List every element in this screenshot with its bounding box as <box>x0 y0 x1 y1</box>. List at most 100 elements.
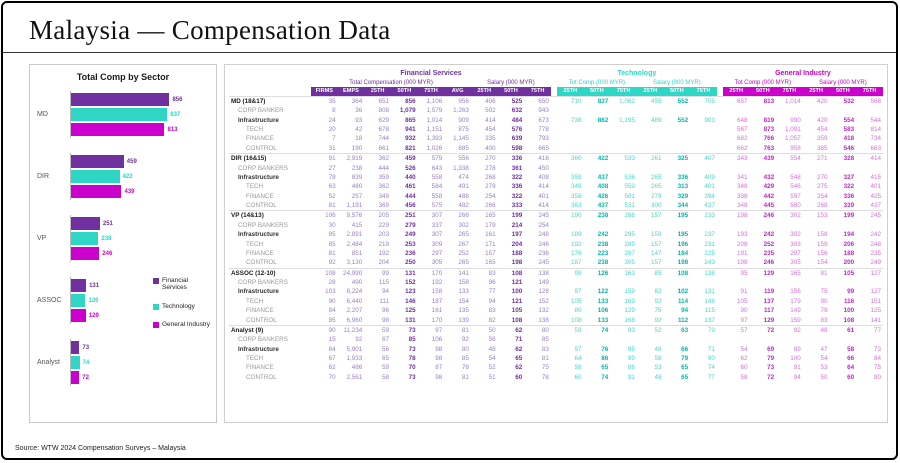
table-cell: 80 <box>524 324 551 336</box>
table-cell: 152 <box>538 297 549 305</box>
table-cell: 84 <box>328 307 336 315</box>
table-cell: 558 <box>431 173 443 181</box>
table-cell: 73 <box>408 345 416 353</box>
table-cell: 248 <box>538 231 549 239</box>
table-cell: 67 <box>381 336 389 344</box>
table-cell: 238 <box>597 240 609 248</box>
bar-row: 129 <box>71 308 211 323</box>
table-row: CONTROL 92 3,130 204 250 305 265 165 198 245 187 23… <box>229 258 883 268</box>
bar-value-label: 74 <box>82 359 90 366</box>
table-cell: 81 <box>444 324 471 336</box>
column-header: EMPS <box>337 86 365 97</box>
table-cell <box>803 335 830 344</box>
table-cell: 335 <box>485 135 496 143</box>
table-cell <box>856 278 883 287</box>
row-label: CONTROL <box>246 144 277 152</box>
table-cell: 425 <box>870 192 881 200</box>
table-cell: 48 <box>488 345 496 353</box>
measure-header: Tot Comp (000 MYR) <box>568 79 626 86</box>
table-cell: 302 <box>776 210 803 221</box>
table-cell: 454 <box>485 126 496 134</box>
table-cell: 128 <box>538 288 549 296</box>
table-row: CONTROL 31 190 661 821 1,026 885 400 598 665 662 76… <box>229 144 883 154</box>
table-cell <box>690 144 717 154</box>
table-cell: 322 <box>843 183 855 191</box>
spacer-cell <box>716 210 723 221</box>
row-label: Infrastructure <box>238 345 279 353</box>
column-header: AVG <box>444 86 471 97</box>
table-cell: 73 <box>390 324 418 336</box>
table-row: TECH 20 42 678 941 1,151 875 454 576 778 567 873 1,0… <box>229 125 883 134</box>
table-cell: 36 <box>355 107 363 115</box>
table-cell: 297 <box>790 249 801 257</box>
table-cell <box>803 106 830 115</box>
compensation-table-panel: Financial Services Technology General Indu… <box>224 64 888 423</box>
row-label: ASSOC (12-10) <box>229 267 311 278</box>
table-cell: 401 <box>870 183 881 191</box>
table-cell: 99 <box>556 267 584 278</box>
table-cell <box>610 335 637 344</box>
row-label: Analyst (9) <box>229 324 311 336</box>
table-cell: 73 <box>408 373 416 381</box>
table-cell: 90 <box>328 297 336 305</box>
table-cell: 576 <box>511 126 523 134</box>
table-cell <box>557 144 584 154</box>
table-cell: 1,091 <box>785 126 801 134</box>
table-cell: 252 <box>458 249 469 257</box>
table-cell: 420 <box>816 116 828 124</box>
table-cell: 72 <box>767 373 775 381</box>
bar <box>71 217 100 230</box>
table-cell: 70 <box>408 364 416 372</box>
table-cell: 271 <box>802 153 830 164</box>
table-cell: 62 <box>497 324 525 336</box>
table-cell: 8,224 <box>346 288 363 296</box>
table-cell: 198 <box>736 259 748 267</box>
table-cell: 1,014 <box>426 116 443 124</box>
table-cell: 92 <box>355 336 363 344</box>
spacer-cell <box>550 153 557 164</box>
measure-header: Salary (000 MYR) <box>819 79 867 86</box>
table-cell <box>776 106 803 115</box>
table-cell: 265 <box>651 173 662 181</box>
table-cell: 74 <box>601 373 609 381</box>
source-note: Source: WTW 2024 Compensation Surveys – … <box>15 445 186 452</box>
column-header: 75TH <box>610 86 637 97</box>
table-cell: 552 <box>663 95 691 107</box>
table-cell: 165 <box>470 210 498 221</box>
table-cell: 108 <box>511 316 523 324</box>
table-cell: 18 <box>355 135 363 143</box>
table-cell <box>750 163 777 172</box>
table-cell: 87 <box>435 364 443 372</box>
table-row: CORP BANKERS 27 238 444 526 643 1,338 278 361 450 <box>229 163 883 172</box>
table-cell: 2,484 <box>346 240 363 248</box>
table-cell: 442 <box>763 192 775 200</box>
table-cell <box>584 125 611 134</box>
table-cell <box>776 163 803 172</box>
table-cell: 141 <box>870 316 881 324</box>
table-cell: 643 <box>431 164 443 172</box>
category-label: ASSOC <box>37 297 62 304</box>
table-cell: 307 <box>431 231 443 239</box>
bar-row: 238 <box>71 231 211 246</box>
table-cell: 873 <box>763 126 775 134</box>
table-cell: 661 <box>378 144 389 152</box>
table-cell: 50 <box>820 373 828 381</box>
table-cell: 206 <box>843 240 855 248</box>
sector-header: Financial Services <box>400 70 462 78</box>
table-cell: 459 <box>390 153 418 164</box>
column-header: 75TH <box>524 86 551 97</box>
table-cell: 188 <box>843 249 855 257</box>
table-cell: 744 <box>378 135 389 143</box>
table-cell: 245 <box>538 259 549 267</box>
row-label: CONTROL <box>246 373 277 381</box>
table-cell: 158 <box>458 279 469 287</box>
table-cell: 59 <box>364 324 391 336</box>
table-cell <box>584 144 611 154</box>
table-cell: 92 <box>328 259 336 267</box>
table-cell: 83 <box>488 307 496 315</box>
table-cell <box>637 278 664 287</box>
table-cell: 75 <box>541 364 549 372</box>
bar <box>71 341 80 354</box>
bar-value-label: 422 <box>122 173 133 180</box>
table-cell: 813 <box>749 95 777 107</box>
